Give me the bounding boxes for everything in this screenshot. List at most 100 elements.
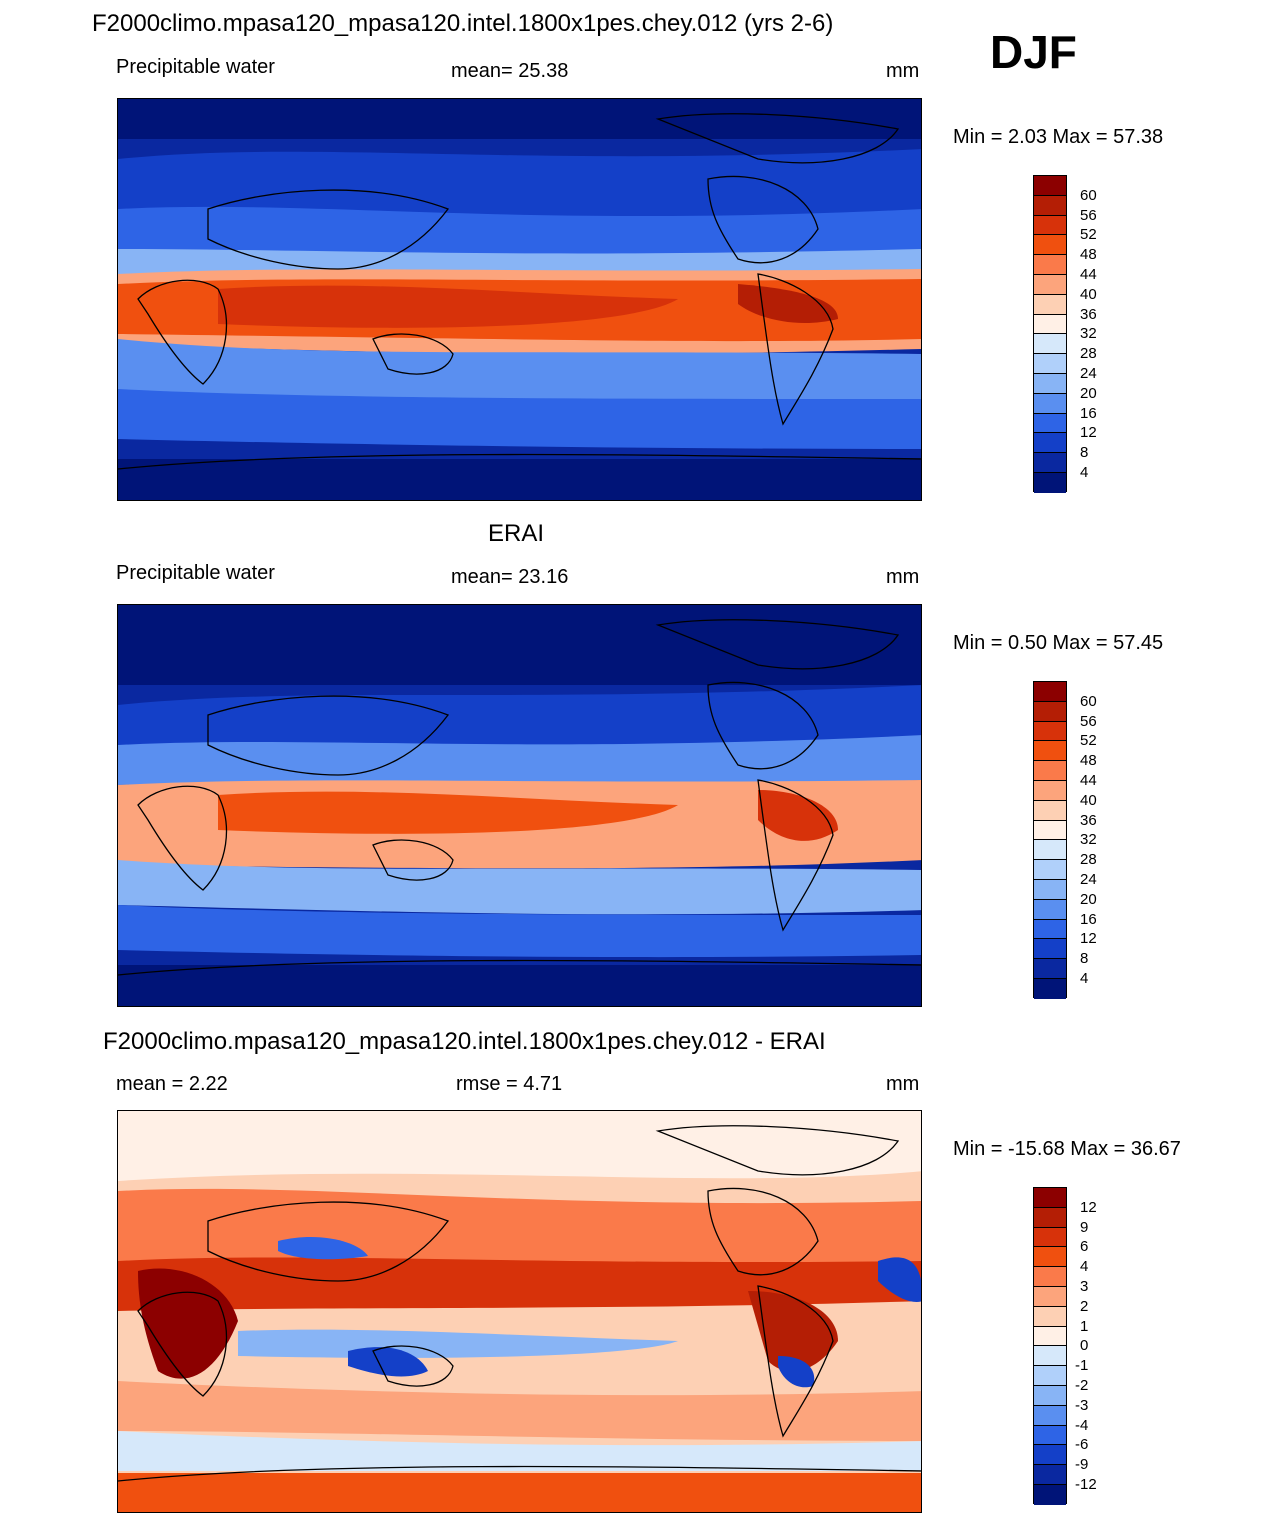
- colorbar-swatch: [1034, 721, 1066, 742]
- colorbar-swatch: [1034, 1465, 1066, 1485]
- colorbar-tick-label: 4: [1080, 970, 1089, 987]
- season-label: DJF: [990, 26, 1077, 78]
- panel1-map: [117, 98, 922, 501]
- colorbar-tick-label: 12: [1080, 930, 1097, 948]
- colorbar-tick-label: 36: [1080, 811, 1097, 829]
- colorbar-tick-label: 44: [1080, 266, 1097, 283]
- colorbar-swatch: [1034, 235, 1066, 256]
- panel1-map-svg: [118, 99, 921, 500]
- colorbar-swatch: [1034, 1207, 1066, 1228]
- colorbar-swatch: [1034, 215, 1066, 236]
- panel1-units-label: mm: [886, 60, 920, 82]
- colorbar-tick-label: -4: [1075, 1416, 1089, 1434]
- colorbar-swatch: [1034, 800, 1066, 821]
- panel2-mean-label: mean= 23.16: [451, 566, 569, 588]
- colorbar-tick-label: -9: [1075, 1456, 1089, 1474]
- panel3-colorbar: [1033, 1187, 1067, 1505]
- colorbar-tick-label: 36: [1080, 305, 1097, 323]
- panel3-title: F2000climo.mpasa120_mpasa120.intel.1800x…: [103, 1028, 826, 1055]
- colorbar-swatch: [1034, 860, 1066, 880]
- colorbar-swatch: [1034, 373, 1066, 394]
- colorbar-tick-label: -3: [1075, 1396, 1089, 1414]
- colorbar-swatch: [1034, 780, 1066, 801]
- colorbar-tick-label: 56: [1080, 712, 1097, 730]
- panel1-variable-label: Precipitable water: [116, 56, 275, 78]
- colorbar-tick-label: 4: [1080, 1258, 1089, 1276]
- panel2-map-svg: [118, 605, 921, 1006]
- colorbar-tick-label: 12: [1080, 424, 1097, 442]
- colorbar-swatch: [1034, 176, 1066, 196]
- colorbar-swatch: [1034, 1385, 1066, 1406]
- panel2-colorbar: [1033, 681, 1067, 999]
- colorbar-swatch: [1034, 939, 1066, 960]
- colorbar-swatch: [1034, 1286, 1066, 1307]
- colorbar-tick-label: 8: [1080, 444, 1089, 462]
- colorbar-swatch: [1034, 840, 1066, 861]
- colorbar-tick-label: 56: [1080, 206, 1097, 224]
- colorbar-swatch: [1034, 919, 1066, 940]
- colorbar-tick-label: 2: [1080, 1297, 1089, 1315]
- colorbar-swatch: [1034, 354, 1066, 374]
- colorbar-tick-label: -2: [1075, 1377, 1089, 1394]
- colorbar-swatch: [1034, 701, 1066, 722]
- colorbar-swatch: [1034, 741, 1066, 762]
- colorbar-tick-label: 32: [1080, 325, 1097, 343]
- colorbar-swatch: [1034, 472, 1066, 493]
- colorbar-tick-label: 28: [1080, 851, 1097, 869]
- colorbar-tick-label: 32: [1080, 831, 1097, 849]
- colorbar-swatch: [1034, 1227, 1066, 1248]
- colorbar-tick-label: 16: [1080, 404, 1097, 422]
- colorbar-tick-label: 20: [1080, 890, 1097, 908]
- colorbar-tick-label: -12: [1075, 1476, 1097, 1493]
- colorbar-swatch: [1034, 314, 1066, 335]
- colorbar-tick-label: 8: [1080, 950, 1089, 968]
- colorbar-swatch: [1034, 1445, 1066, 1466]
- colorbar-tick-label: -1: [1075, 1357, 1089, 1375]
- panel2-variable-label: Precipitable water: [116, 562, 275, 584]
- panel2-map: [117, 604, 922, 1007]
- colorbar-swatch: [1034, 433, 1066, 454]
- colorbar-swatch: [1034, 1247, 1066, 1268]
- panel3-rmse-label: rmse = 4.71: [456, 1073, 563, 1095]
- colorbar-tick-label: 24: [1080, 871, 1097, 888]
- colorbar-tick-label: -6: [1075, 1436, 1089, 1454]
- colorbar-swatch: [1034, 682, 1066, 702]
- colorbar-tick-label: 48: [1080, 246, 1097, 264]
- colorbar-swatch: [1034, 413, 1066, 434]
- panel1-mean-label: mean= 25.38: [451, 60, 569, 82]
- colorbar-swatch: [1034, 195, 1066, 216]
- colorbar-tick-label: 16: [1080, 910, 1097, 928]
- panel3-units-label: mm: [886, 1073, 920, 1095]
- colorbar-swatch: [1034, 1326, 1066, 1347]
- panel2-minmax: Min = 0.50 Max = 57.45: [953, 632, 1164, 654]
- colorbar-tick-label: 9: [1080, 1218, 1089, 1236]
- panel1-minmax: Min = 2.03 Max = 57.38: [953, 126, 1164, 148]
- colorbar-swatch: [1034, 820, 1066, 841]
- colorbar-tick-label: 28: [1080, 345, 1097, 363]
- colorbar-tick-label: 48: [1080, 752, 1097, 770]
- colorbar-tick-label: 40: [1080, 285, 1097, 303]
- colorbar-swatch: [1034, 1425, 1066, 1446]
- colorbar-tick-label: 4: [1080, 464, 1089, 481]
- panel3-mean-label: mean = 2.22: [116, 1073, 228, 1095]
- colorbar-tick-label: 12: [1080, 1198, 1097, 1216]
- colorbar-tick-label: 40: [1080, 791, 1097, 809]
- colorbar-swatch: [1034, 255, 1066, 275]
- panel3-map: [117, 1110, 922, 1513]
- colorbar-swatch: [1034, 1267, 1066, 1287]
- panel3-minmax: Min = -15.68 Max = 36.67: [953, 1138, 1181, 1160]
- colorbar-tick-label: 44: [1080, 772, 1097, 789]
- colorbar-swatch: [1034, 1346, 1066, 1367]
- colorbar-tick-label: 52: [1080, 732, 1097, 750]
- colorbar-swatch: [1034, 1366, 1066, 1386]
- colorbar-swatch: [1034, 879, 1066, 900]
- colorbar-swatch: [1034, 334, 1066, 355]
- panel3-map-svg: [118, 1111, 921, 1512]
- colorbar-swatch: [1034, 959, 1066, 979]
- colorbar-swatch: [1034, 453, 1066, 473]
- colorbar-tick-label: 52: [1080, 226, 1097, 244]
- colorbar-swatch: [1034, 274, 1066, 295]
- colorbar-tick-label: 20: [1080, 384, 1097, 402]
- colorbar-tick-label: 6: [1080, 1238, 1089, 1256]
- colorbar-tick-label: 1: [1080, 1317, 1089, 1335]
